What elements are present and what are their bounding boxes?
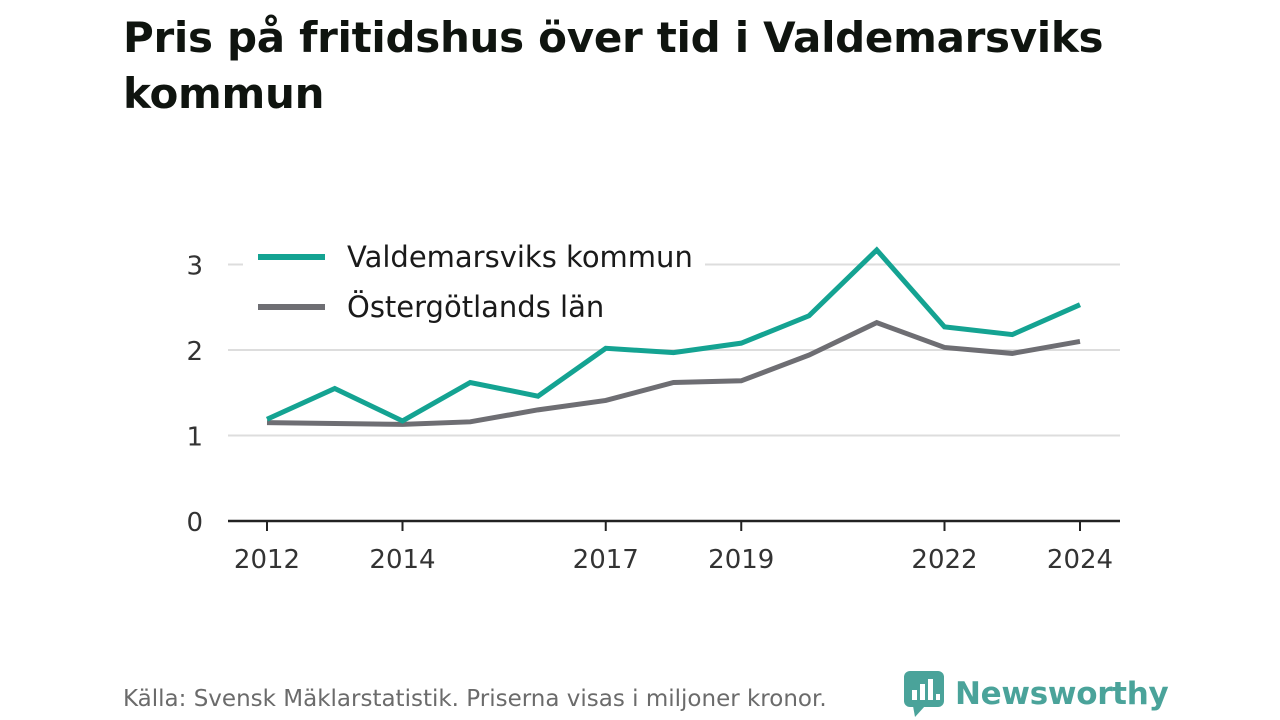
x-tick-label: 2019 — [708, 545, 774, 575]
series-lines — [265, 246, 1082, 427]
series-line-valdemarsvik — [265, 246, 1082, 424]
series-line-ostergotland — [266, 319, 1081, 427]
y-tick-label: 1 — [186, 423, 203, 453]
chart-title: Pris på fritidshus över tid i Valdemarsv… — [123, 13, 1104, 118]
brand-logo: Newsworthy — [903, 670, 1169, 718]
legend: Valdemarsviks kommun Östergötlands län — [243, 230, 705, 330]
newsworthy-logo-icon — [904, 671, 944, 717]
x-tick-label: 2022 — [911, 545, 977, 575]
legend-background — [243, 230, 705, 330]
brand-name: Newsworthy — [955, 676, 1169, 712]
x-tick-label: 2024 — [1047, 545, 1113, 575]
y-tick-label: 2 — [186, 337, 203, 367]
legend-label: Valdemarsviks kommun — [347, 240, 693, 274]
y-tick-label: 0 — [186, 508, 203, 538]
legend-label: Östergötlands län — [347, 290, 604, 324]
y-tick-label: 3 — [186, 252, 203, 282]
axes: 0 1 2 3 2012 2014 2017 2019 2022 2024 — [186, 252, 1120, 575]
x-tick-label: 2012 — [234, 545, 300, 575]
x-tick-label: 2017 — [573, 545, 639, 575]
source-note: Källa: Svensk Mäklarstatistik. Priserna … — [123, 686, 827, 712]
x-tick-label: 2014 — [369, 545, 435, 575]
